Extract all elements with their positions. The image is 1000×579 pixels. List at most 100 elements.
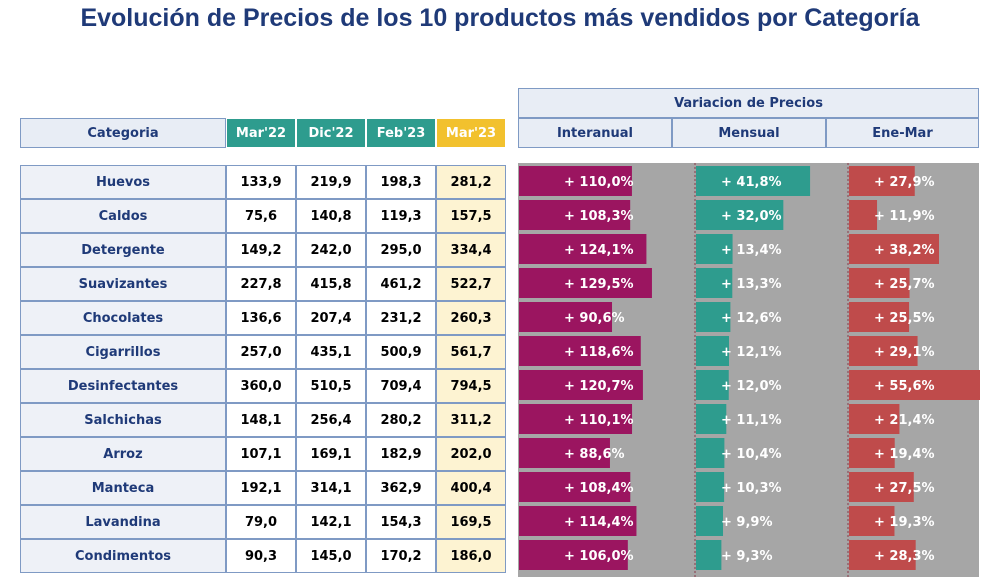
bar-label-interanual: + 114,4% [564,515,634,530]
bar-interanual [519,268,652,298]
header-period: Dic'22 [296,118,366,148]
header-period: Mar'22 [226,118,296,148]
value-cell: 561,7 [436,335,506,369]
bar-label-interanual: + 88,6% [564,447,625,462]
bar-label-interanual: + 129,5% [564,277,634,292]
bar-mensual [696,370,729,400]
value-cell: 79,0 [226,505,296,539]
bar-label-interanual: + 120,7% [564,379,634,394]
value-cell: 280,2 [366,403,436,437]
bar-label-mensual: + 9,9% [721,515,772,530]
value-cell: 415,8 [296,267,366,301]
bar-label-mensual: + 12,6% [721,311,782,326]
bar-label-interanual: + 110,0% [564,175,634,190]
bar-interanual [519,472,631,502]
bar-label-ene_mar: + 21,4% [874,413,935,428]
bar-label-ene_mar: + 29,1% [874,345,935,360]
bar-mensual [696,336,730,366]
bar-label-ene_mar: + 11,9% [874,209,935,224]
category-cell: Salchichas [20,403,226,437]
bar-label-mensual: + 41,8% [721,175,782,190]
header-period: Mar'23 [436,118,506,148]
value-cell: 119,3 [366,199,436,233]
bar-label-mensual: + 12,0% [721,379,782,394]
value-cell: 136,6 [226,301,296,335]
category-cell: Desinfectantes [20,369,226,403]
header-variation-group: Variacion de Precios [518,88,979,118]
bar-interanual [519,370,643,400]
value-cell: 522,7 [436,267,506,301]
bar-interanual [519,302,613,332]
category-cell: Huevos [20,165,226,199]
value-cell: 231,2 [366,301,436,335]
bar-label-interanual: + 108,3% [564,209,634,224]
value-cell: 149,2 [226,233,296,267]
bar-label-interanual: + 106,0% [564,549,634,564]
bar-label-mensual: + 9,3% [721,549,772,564]
bar-label-ene_mar: + 27,9% [874,175,935,190]
value-cell: 227,8 [226,267,296,301]
category-cell: Arroz [20,437,226,471]
bar-label-mensual: + 13,4% [721,243,782,258]
bar-interanual [519,234,647,264]
bar-interanual [519,166,632,196]
bar-ene_mar [849,200,878,230]
category-cell: Chocolates [20,301,226,335]
value-cell: 154,3 [366,505,436,539]
bar-mensual [696,472,725,502]
value-cell: 311,2 [436,403,506,437]
value-cell: 360,0 [226,369,296,403]
bar-interanual [519,336,641,366]
bar-mensual [696,166,811,196]
bar-label-mensual: + 11,1% [721,413,782,428]
value-cell: 148,1 [226,403,296,437]
bar-ene_mar [849,336,918,366]
value-cell: 295,0 [366,233,436,267]
value-cell: 169,1 [296,437,366,471]
bar-ene_mar [849,268,910,298]
bar-label-interanual: + 90,6% [564,311,625,326]
value-cell: 182,9 [366,437,436,471]
value-cell: 157,5 [436,199,506,233]
value-cell: 170,2 [366,539,436,573]
bar-ene_mar [849,302,910,332]
category-cell: Condimentos [20,539,226,573]
bar-label-mensual: + 10,3% [721,481,782,496]
bar-ene_mar [849,506,895,536]
bar-ene_mar [849,540,916,570]
value-cell: 510,5 [296,369,366,403]
value-cell: 186,0 [436,539,506,573]
value-cell: 198,3 [366,165,436,199]
value-cell: 260,3 [436,301,506,335]
category-cell: Detergente [20,233,226,267]
bar-label-interanual: + 118,6% [564,345,634,360]
value-cell: 75,6 [226,199,296,233]
header-category: Categoria [20,118,226,148]
value-cell: 90,3 [226,539,296,573]
value-cell: 207,4 [296,301,366,335]
bar-interanual [519,438,610,468]
bar-label-ene_mar: + 25,7% [874,277,935,292]
value-cell: 256,4 [296,403,366,437]
value-cell: 107,1 [226,437,296,471]
value-cell: 400,4 [436,471,506,505]
value-cell: 219,9 [296,165,366,199]
bar-label-mensual: + 32,0% [721,209,782,224]
value-cell: 145,0 [296,539,366,573]
bar-ene_mar [849,370,980,400]
category-cell: Cigarrillos [20,335,226,369]
bar-label-ene_mar: + 19,4% [874,447,935,462]
bar-ene_mar [849,404,900,434]
value-cell: 169,5 [436,505,506,539]
value-cell: 334,4 [436,233,506,267]
bar-ene_mar [849,438,895,468]
value-cell: 362,9 [366,471,436,505]
bar-label-interanual: + 110,1% [564,413,634,428]
bar-mensual [696,200,784,230]
bar-mensual [696,268,733,298]
value-cell: 242,0 [296,233,366,267]
header-period: Feb'23 [366,118,436,148]
value-cell: 314,1 [296,471,366,505]
bar-ene_mar [849,234,940,264]
